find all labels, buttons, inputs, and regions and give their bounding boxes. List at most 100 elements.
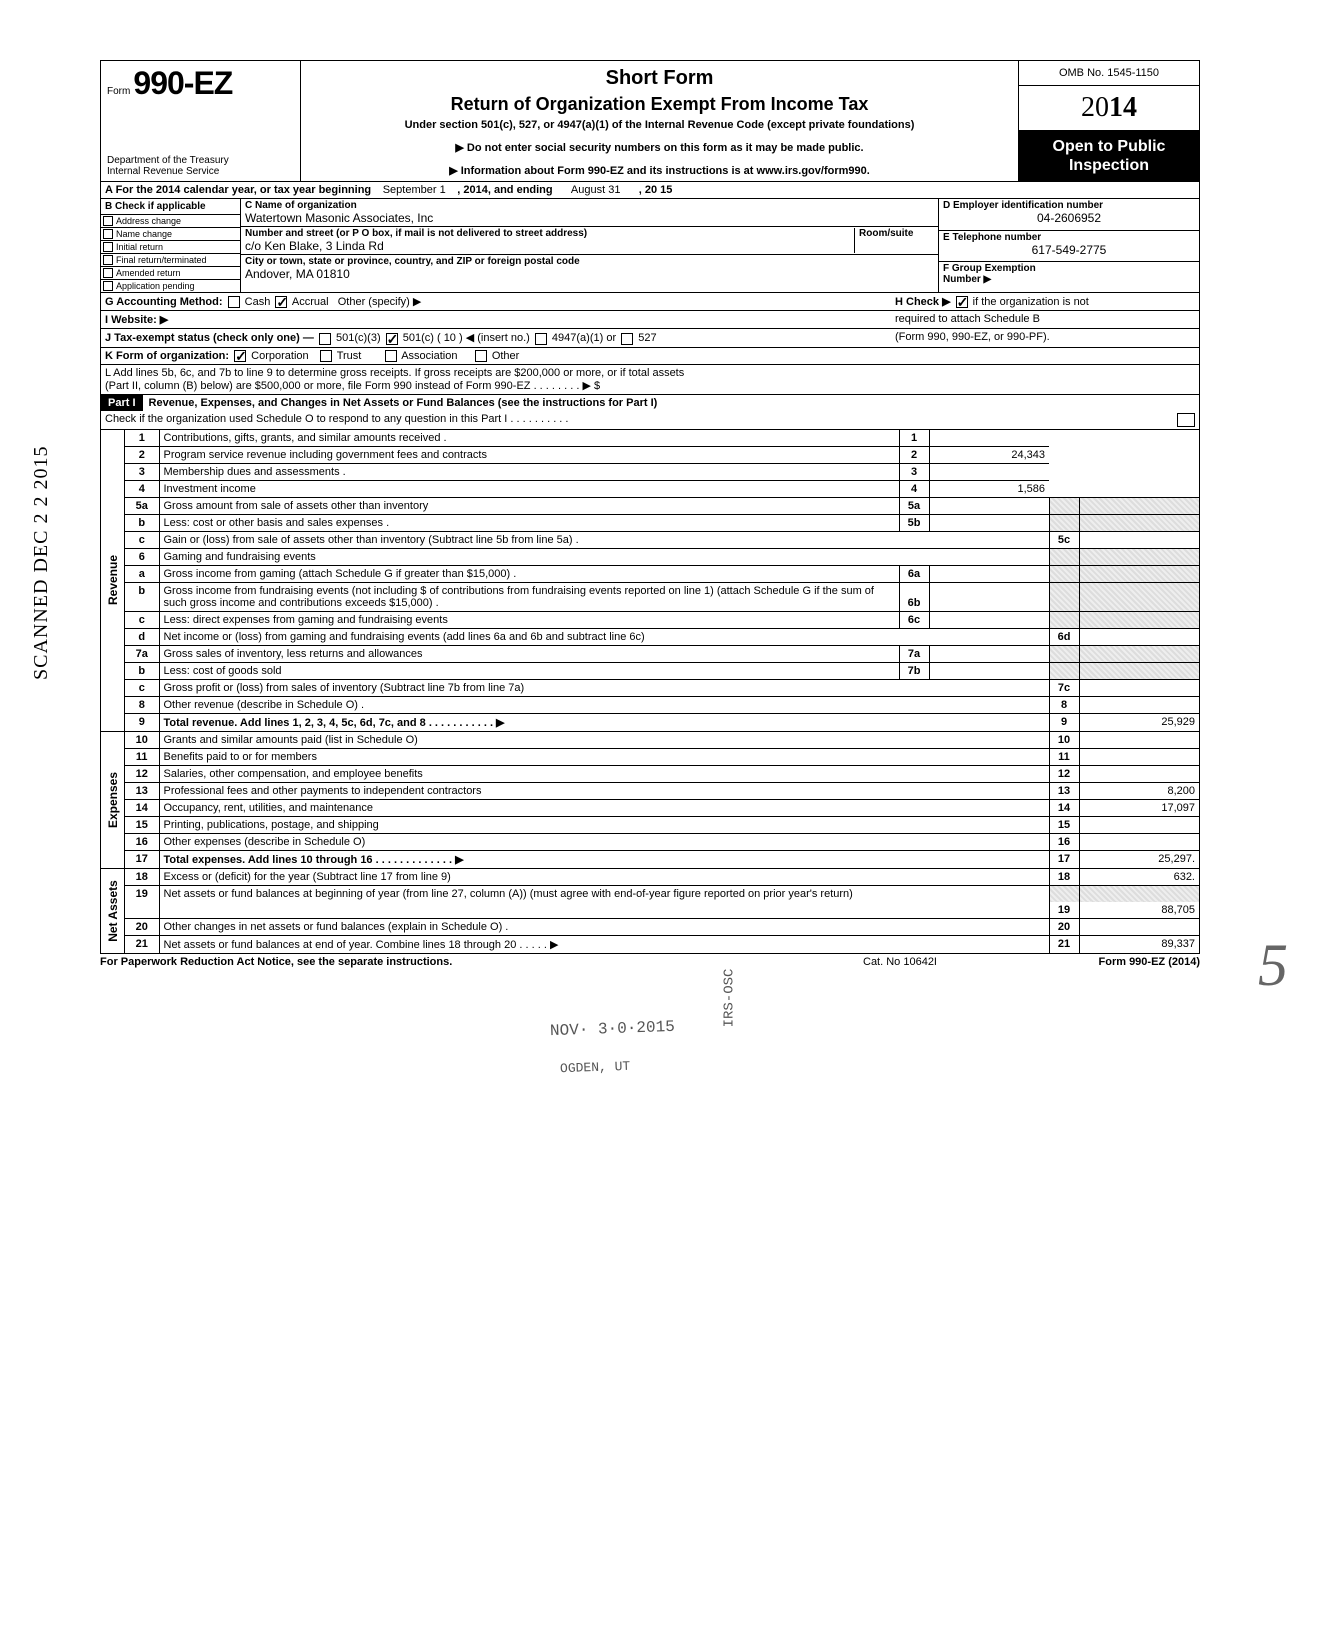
ein-value: 04-2606952 xyxy=(943,211,1195,225)
line-desc: Investment income xyxy=(159,480,899,497)
line-rn: 21 xyxy=(1049,935,1079,953)
revenue-side-label: Revenue xyxy=(101,430,125,731)
line-desc: Gross income from fundraising events (no… xyxy=(159,582,899,611)
line-desc: Salaries, other compensation, and employ… xyxy=(159,765,1049,782)
row-h-label: H Check ▶ xyxy=(895,296,951,308)
line-num: 16 xyxy=(125,833,159,850)
col-b-header: B Check if applicable xyxy=(101,199,240,214)
line-rv xyxy=(1079,679,1199,696)
line-rv xyxy=(1079,816,1199,833)
footer-center: Cat. No 10642I xyxy=(800,956,1000,968)
dept-treasury: Department of the Treasury Internal Reve… xyxy=(107,155,294,177)
line-num: 10 xyxy=(125,732,159,749)
form-990ez: Form 990-EZ Department of the Treasury I… xyxy=(100,60,1200,970)
mid-num: 6c xyxy=(899,611,929,628)
other-org-label: Other xyxy=(492,350,520,362)
line-rv: 1,586 xyxy=(929,480,1049,497)
checkbox-527[interactable] xyxy=(621,333,633,345)
line-num: c xyxy=(125,531,159,548)
opt-address-change[interactable]: Address change xyxy=(101,214,240,227)
part-1-checkbox[interactable] xyxy=(1177,413,1195,427)
line-num: 20 xyxy=(125,918,159,935)
line-rn: 7c xyxy=(1049,679,1079,696)
group-exempt-label: F Group Exemption xyxy=(943,263,1195,274)
opt-initial-return[interactable]: Initial return xyxy=(101,240,240,253)
line-desc: Gain or (loss) from sale of assets other… xyxy=(159,531,1049,548)
line-num: 5a xyxy=(125,497,159,514)
dept-line1: Department of the Treasury xyxy=(107,155,294,166)
header-center: Short Form Return of Organization Exempt… xyxy=(301,61,1019,181)
footer-left: For Paperwork Reduction Act Notice, see … xyxy=(100,956,800,968)
checkbox-corp[interactable] xyxy=(234,350,246,362)
checkbox-4947[interactable] xyxy=(535,333,547,345)
header-left: Form 990-EZ Department of the Treasury I… xyxy=(101,61,301,181)
shaded-cell xyxy=(1079,514,1199,531)
mid-val xyxy=(929,582,1049,611)
line-rv: 8,200 xyxy=(1079,782,1199,799)
line-desc: Program service revenue including govern… xyxy=(159,446,899,463)
checkbox-h[interactable] xyxy=(956,296,968,308)
checkbox-501c[interactable] xyxy=(386,333,398,345)
line-desc: Less: cost or other basis and sales expe… xyxy=(159,514,899,531)
line-rv xyxy=(1079,696,1199,713)
row-i-right: required to attach Schedule B xyxy=(895,313,1195,326)
accrual-label: Accrual xyxy=(292,296,329,308)
line-num: 12 xyxy=(125,765,159,782)
line-rn: 1 xyxy=(899,430,929,447)
opt-name-change[interactable]: Name change xyxy=(101,227,240,240)
opt-final-return[interactable]: Final return/terminated xyxy=(101,253,240,266)
shaded-cell xyxy=(1079,497,1199,514)
line-rv: 17,097 xyxy=(1079,799,1199,816)
line-desc: Benefits paid to or for members xyxy=(159,748,1049,765)
line-num: 18 xyxy=(125,869,159,886)
form-number: 990-EZ xyxy=(133,65,232,101)
opt-amended-return[interactable]: Amended return xyxy=(101,266,240,279)
checkbox-trust[interactable] xyxy=(320,350,332,362)
line-num: b xyxy=(125,582,159,611)
mid-val xyxy=(929,497,1049,514)
501c3-label: 501(c)(3) xyxy=(336,332,381,344)
header-right: OMB No. 1545-1150 2014 Open to Public In… xyxy=(1019,61,1199,181)
line-rv: 25,297. xyxy=(1079,850,1199,868)
line-num: 15 xyxy=(125,816,159,833)
phone-value: 617-549-2775 xyxy=(943,243,1195,257)
year-prefix: 20 xyxy=(1081,92,1109,123)
checkbox-assoc[interactable] xyxy=(385,350,397,362)
line-rv: 88,705 xyxy=(1079,902,1199,919)
line-rn: 13 xyxy=(1049,782,1079,799)
line-rv xyxy=(929,430,1049,447)
501c-label: 501(c) ( 10 ) ◀ (insert no.) xyxy=(403,332,530,344)
revenue-table: 1Contributions, gifts, grants, and simil… xyxy=(125,430,1199,731)
line-desc: Other expenses (describe in Schedule O) xyxy=(159,833,1049,850)
line-desc: Gross income from gaming (attach Schedul… xyxy=(159,565,899,582)
row-j: J Tax-exempt status (check only one) — 5… xyxy=(100,329,1200,347)
mid-num: 7b xyxy=(899,662,929,679)
part-1-check-text: Check if the organization used Schedule … xyxy=(105,413,1177,427)
opt-label: Final return/terminated xyxy=(116,255,207,265)
shaded-cell xyxy=(1079,885,1199,902)
page-number-5: 5 xyxy=(1258,931,1288,1000)
checkbox-other-org[interactable] xyxy=(475,350,487,362)
opt-label: Name change xyxy=(116,229,172,239)
checkbox-accrual[interactable] xyxy=(275,296,287,308)
year-bold: 14 xyxy=(1109,92,1137,123)
shaded-cell xyxy=(1049,565,1079,582)
line-rn: 15 xyxy=(1049,816,1079,833)
shaded-cell xyxy=(1079,548,1199,565)
short-form-title: Short Form xyxy=(309,67,1010,90)
line-desc: Total expenses. Add lines 10 through 16 … xyxy=(164,854,464,866)
checkbox-cash[interactable] xyxy=(228,296,240,308)
expenses-table: 10Grants and similar amounts paid (list … xyxy=(125,732,1199,868)
checkbox-501c3[interactable] xyxy=(319,333,331,345)
line-rv: 632. xyxy=(1079,869,1199,886)
shaded-cell xyxy=(1049,885,1079,902)
shaded-cell xyxy=(1079,645,1199,662)
opt-application-pending[interactable]: Application pending xyxy=(101,279,240,292)
footer: For Paperwork Reduction Act Notice, see … xyxy=(100,954,1200,970)
row-a-yr: , 20 15 xyxy=(639,184,673,196)
street-label: Number and street (or P O box, if mail i… xyxy=(245,228,854,239)
website-label: I Website: ▶ xyxy=(105,314,168,326)
shaded-cell xyxy=(1079,611,1199,628)
line-rn: 9 xyxy=(1049,713,1079,731)
dept-line2: Internal Revenue Service xyxy=(107,166,294,177)
